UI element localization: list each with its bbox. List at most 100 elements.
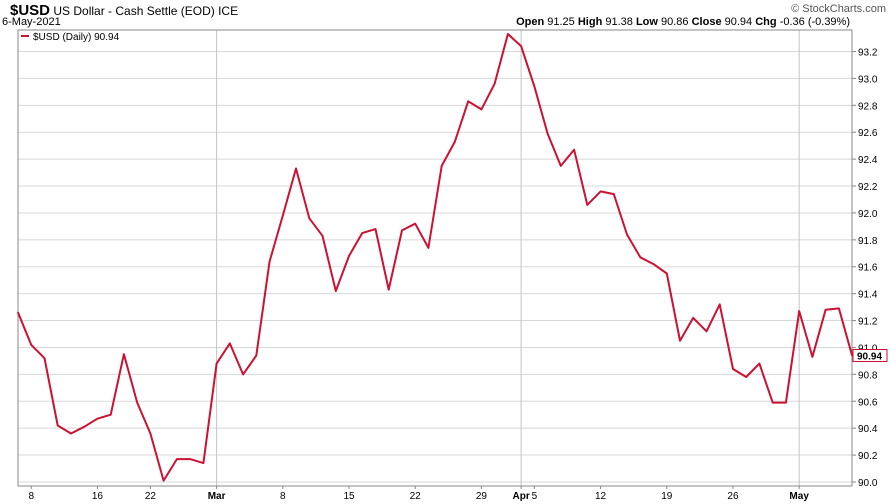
high-label: High (577, 16, 603, 28)
data-point (96, 417, 99, 420)
y-tick-label: 91.2 (858, 317, 878, 328)
open-value: 91.25 (547, 16, 575, 28)
data-point (613, 193, 615, 195)
ohlc-summary: Open 91.25 High 91.38 Low 90.86 Close 90… (516, 16, 850, 28)
data-point (334, 290, 337, 292)
last-value-marker: 90.94 (852, 349, 888, 363)
symbol: $USD (10, 2, 51, 19)
data-point (282, 214, 284, 217)
data-point (546, 132, 549, 135)
data-point (771, 401, 774, 404)
x-tick-label: 15 (343, 491, 355, 502)
y-tick-label: 93.0 (858, 74, 878, 85)
usd-daily-line (17, 33, 854, 482)
plot-frame (17, 29, 853, 487)
data-point (123, 353, 125, 355)
x-tick-label: 19 (661, 491, 673, 502)
open-label: Open (516, 16, 545, 28)
data-point (665, 272, 668, 275)
x-tick-label: 22 (145, 491, 157, 502)
x-tick-label: May (789, 491, 809, 502)
data-point (599, 190, 602, 193)
y-tick-label: 91.8 (858, 236, 878, 247)
x-tick-label: 8 (28, 491, 34, 502)
data-point (30, 343, 33, 346)
y-tick-label: 92.2 (858, 182, 878, 193)
x-tick-label: 12 (595, 491, 607, 502)
y-tick-label: 92.4 (858, 155, 878, 166)
data-point (149, 432, 152, 435)
chg-value: -0.36 (-0.39%) (779, 16, 850, 28)
legend: $USD (Daily) 90.94 (21, 32, 120, 43)
data-point (361, 232, 364, 234)
chart-header: $USD US Dollar - Cash Settle (EOD) ICE 6… (0, 0, 896, 30)
last-value-label: 90.94 (857, 352, 882, 363)
data-point (374, 228, 377, 230)
data-point (295, 167, 297, 170)
price-series (17, 33, 854, 482)
quote-date: 6-May-2021 (2, 16, 61, 28)
data-point (83, 426, 85, 428)
high-value: 91.38 (605, 16, 633, 28)
y-tick-label: 91.0 (858, 343, 878, 354)
data-point (745, 376, 747, 378)
data-point (824, 308, 827, 311)
x-tick-label: 22 (410, 491, 422, 502)
data-point (202, 462, 205, 464)
data-point (229, 342, 231, 345)
data-point (215, 362, 218, 365)
data-point (308, 217, 311, 220)
data-point (268, 260, 271, 263)
y-tick-label: 90.2 (858, 451, 878, 462)
data-point (493, 83, 496, 85)
data-point (520, 45, 522, 47)
copyright[interactable]: © StockCharts.com (791, 3, 886, 15)
data-point (348, 255, 350, 257)
x-tick-label: Apr (513, 491, 530, 502)
y-tick-label: 92.0 (858, 209, 878, 220)
x-tick-label: 8 (280, 491, 286, 502)
data-point (639, 256, 642, 259)
chart-title: $USD US Dollar - Cash Settle (EOD) ICE (10, 2, 238, 19)
data-point (652, 263, 655, 265)
y-tick-label: 91.4 (858, 290, 878, 301)
y-tick-label: 92.6 (858, 128, 878, 139)
low-label: Low (635, 16, 658, 28)
y-tick-label: 90.0 (858, 478, 878, 489)
data-point (718, 303, 721, 306)
low-value: 90.86 (661, 16, 689, 28)
x-tick-label: 26 (727, 491, 739, 502)
data-point (785, 401, 787, 404)
data-point (467, 100, 469, 103)
data-point (255, 354, 258, 357)
data-point (586, 204, 589, 206)
data-point (414, 222, 417, 225)
y-tick-label: 93.2 (858, 48, 878, 59)
data-point (533, 85, 536, 88)
x-axis: 8 16 22 Mar 8 15 22 29 Apr 5 12 19 26 May (28, 486, 809, 502)
data-point (162, 479, 165, 482)
data-point (560, 165, 562, 167)
data-point (679, 339, 681, 342)
legend-label: $USD (Daily) 90.94 (33, 32, 120, 43)
y-tick-label: 92.8 (858, 101, 878, 112)
data-point (387, 288, 390, 291)
x-tick-label: 5 (532, 491, 538, 502)
y-tick-label: 90.8 (858, 370, 878, 381)
exchange: ICE (218, 4, 239, 18)
data-point (454, 140, 456, 143)
data-point (838, 307, 840, 310)
data-point (242, 373, 244, 376)
data-point (70, 432, 72, 435)
data-point (732, 368, 734, 370)
close-label: Close (691, 16, 722, 28)
data-point (43, 357, 46, 360)
data-point (56, 424, 59, 427)
symbol-description: US Dollar - Cash Settle (EOD) (53, 4, 215, 18)
data-point (692, 317, 695, 319)
data-point (427, 247, 430, 249)
data-point (109, 413, 112, 416)
data-point (440, 165, 443, 167)
data-point (401, 229, 403, 232)
